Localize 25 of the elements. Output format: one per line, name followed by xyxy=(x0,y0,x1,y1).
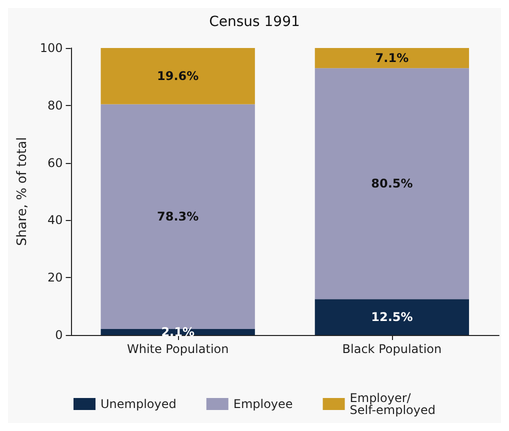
chart-title: Census 1991 xyxy=(209,14,300,30)
x-tick-label: White Population xyxy=(126,342,229,356)
y-tick-label: 40 xyxy=(48,213,63,228)
bar xyxy=(314,48,470,68)
data-label: 7.1% xyxy=(375,51,409,66)
data-label: 80.5% xyxy=(371,176,413,191)
data-label: 12.5% xyxy=(371,310,413,324)
bar xyxy=(100,48,255,104)
y-tick-label: 100 xyxy=(40,41,63,55)
y-tick-label: 80 xyxy=(48,98,63,112)
bar xyxy=(314,299,470,335)
y-axis-title: Share, % of total xyxy=(15,137,30,246)
bar xyxy=(100,104,255,329)
bar xyxy=(100,328,255,335)
legend-label: Unemployed xyxy=(100,397,176,411)
legend-label: Employee xyxy=(233,397,293,411)
data-label: 78.3% xyxy=(157,210,199,224)
legend-label: Employer/ Self-employed xyxy=(350,391,436,417)
bar xyxy=(314,68,470,300)
x-tick-label: Black Population xyxy=(342,342,442,356)
y-tick-label: 60 xyxy=(48,156,63,170)
data-label: 19.6% xyxy=(157,69,199,84)
data-label: 2.1% xyxy=(161,324,194,339)
y-tick-label: 0 xyxy=(55,328,63,342)
y-tick-label: 20 xyxy=(48,270,63,285)
